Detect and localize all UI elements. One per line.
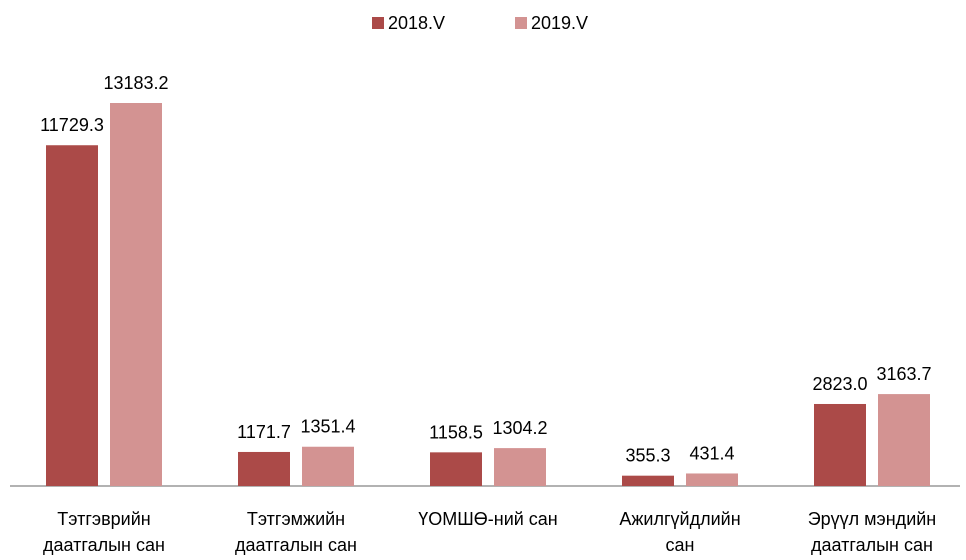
data-label: 1351.4 bbox=[300, 417, 355, 437]
bar bbox=[46, 145, 98, 486]
legend-swatch bbox=[372, 17, 384, 29]
data-label: 1304.2 bbox=[492, 418, 547, 438]
legend-label: 2018.V bbox=[388, 13, 445, 33]
x-tick-label: Эрүүл мэндийн даатгалын сан bbox=[807, 509, 937, 555]
bar bbox=[430, 452, 482, 486]
bar bbox=[686, 473, 738, 486]
legend-label: 2019.V bbox=[531, 13, 588, 33]
bar bbox=[302, 446, 354, 486]
data-label: 13183.2 bbox=[103, 73, 168, 93]
data-label: 11729.3 bbox=[40, 115, 104, 135]
data-label: 431.4 bbox=[689, 443, 734, 463]
bar bbox=[878, 394, 930, 486]
data-label: 1158.5 bbox=[429, 422, 483, 442]
bar bbox=[494, 448, 546, 486]
x-tick-label: Ажилгүйдлийн сан bbox=[619, 509, 741, 555]
x-tick-label: Тэтгэмжийн даатгалын сан bbox=[235, 509, 357, 555]
bar bbox=[622, 475, 674, 486]
legend-swatch bbox=[515, 17, 527, 29]
bar bbox=[238, 451, 290, 486]
data-label: 355.3 bbox=[625, 446, 670, 466]
bar bbox=[814, 403, 866, 486]
x-tick-label: ҮОМШӨ-ний сан bbox=[418, 509, 558, 529]
data-label: 2823.0 bbox=[812, 374, 867, 394]
data-label: 3163.7 bbox=[876, 364, 931, 384]
data-label: 1171.7 bbox=[237, 422, 291, 442]
bar bbox=[110, 103, 162, 486]
x-tick-label: Тэтгэврийн даатгалын сан bbox=[43, 509, 165, 555]
